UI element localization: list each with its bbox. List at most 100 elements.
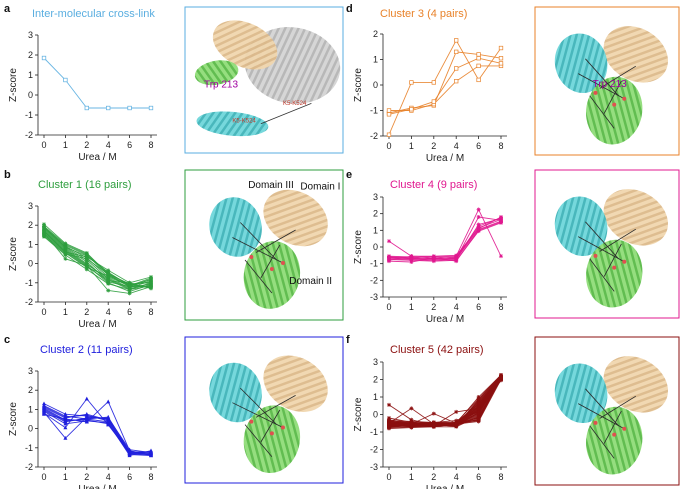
data-point: [387, 255, 391, 259]
data-point: [63, 250, 68, 255]
chart-title: Cluster 3 (4 pairs): [380, 8, 467, 20]
lysine-marker: [249, 255, 254, 259]
y-tick-label: 1: [373, 55, 378, 65]
crosslink-line: [599, 228, 637, 252]
x-tick-label: 6: [476, 302, 481, 312]
series-line: [43, 228, 152, 290]
data-point: [127, 283, 132, 288]
structure-label: Domain II: [289, 276, 332, 287]
lysine-marker: [612, 265, 617, 270]
series-line: [43, 409, 152, 454]
lysine-marker: [612, 432, 617, 437]
y-tick-label: -2: [370, 445, 378, 455]
data-point: [499, 254, 503, 259]
structure-image-f: [534, 336, 680, 486]
y-axis-label: Z-score: [353, 230, 364, 264]
data-point: [498, 56, 504, 61]
data-point: [387, 402, 391, 407]
y-tick-label: -3: [370, 462, 378, 472]
panel-d: -2 -1 0 1 2 0 1 2 4 6 8 Urea / M Z-score d Cluster 3 (…: [346, 3, 680, 164]
y-tick-label: 2: [373, 375, 378, 385]
crosslink-line: [585, 388, 619, 427]
data-point: [454, 66, 459, 71]
data-point: [127, 287, 132, 292]
green-domain: [586, 76, 643, 145]
y-tick-label: -1: [25, 443, 33, 453]
data-point: [127, 291, 132, 296]
data-point: [499, 215, 503, 219]
data-point: [476, 52, 481, 57]
crosslink-line: [603, 243, 622, 277]
series-line: [43, 405, 152, 455]
data-point: [41, 55, 47, 61]
data-point: [127, 453, 132, 458]
series-line: [388, 216, 502, 261]
y-tick-label: 1: [373, 225, 378, 235]
data-point: [476, 63, 481, 69]
y-tick-label: -3: [370, 292, 378, 302]
data-point: [476, 401, 481, 406]
data-point: [106, 288, 111, 293]
data-point: [149, 450, 153, 455]
panel-b: -2 -1 0 1 2 3 0 1 2 4 6 8 Urea / M Z-score b Cluster 1 …: [4, 169, 344, 330]
panel-f: -3 -2 -1 0 1 2 3 0 1 2 4 6 8 Urea / M Z-score f Cluster …: [346, 334, 680, 489]
panel-letter-e: e: [346, 169, 352, 181]
y-tick-label: 1: [28, 404, 33, 414]
data-point: [454, 49, 459, 54]
data-point: [106, 414, 111, 419]
crosslink-line: [589, 425, 615, 459]
data-point: [409, 417, 414, 422]
lysine-marker: [269, 431, 274, 436]
crosslink-line: [244, 424, 273, 457]
x-tick-label: 1: [409, 302, 414, 312]
structure-label: Domain I: [300, 182, 340, 193]
crosslink-line: [578, 73, 625, 100]
data-point: [454, 256, 459, 261]
y-tick-label: -1: [370, 427, 378, 437]
data-point: [84, 414, 89, 419]
crosslink-line: [603, 80, 622, 114]
crosslink-line: [589, 95, 615, 129]
data-point: [476, 222, 481, 227]
lysine-marker: [249, 419, 254, 424]
panel-letter-a: a: [4, 3, 11, 15]
data-point: [106, 416, 111, 421]
series-line: [43, 398, 152, 455]
structure-label: K5-K524: [232, 118, 256, 124]
panel-a: -2 -1 0 1 2 3 0 1 2 4 6 8 Urea / M Z-score a Inter-mole…: [4, 3, 344, 163]
crosslink-line: [240, 387, 277, 425]
data-point: [454, 38, 459, 43]
x-tick-label: 1: [63, 472, 68, 482]
y-tick-label: -2: [370, 131, 378, 141]
tan-domain: [603, 356, 668, 413]
green-domain: [243, 241, 301, 309]
cyan-domain: [554, 363, 608, 423]
x-tick-label: 6: [476, 141, 481, 151]
y-tick-label: -1: [370, 106, 378, 116]
structure-image-b: Domain III Domain I Domain II: [184, 169, 344, 321]
data-point: [386, 112, 392, 117]
data-point: [454, 259, 459, 264]
chart-title: Inter-molecular cross-link: [32, 8, 155, 20]
data-point: [476, 215, 481, 219]
data-point: [84, 253, 89, 258]
data-point: [431, 99, 436, 104]
x-tick-label: 4: [454, 302, 459, 312]
data-point: [498, 61, 504, 66]
x-tick-label: 1: [409, 472, 414, 482]
y-tick-label: 0: [28, 90, 33, 100]
y-axis-label: Z-score: [353, 397, 364, 431]
data-point: [431, 80, 436, 85]
data-point: [476, 207, 481, 212]
data-point: [149, 453, 153, 458]
data-point: [386, 132, 392, 137]
y-tick-label: 3: [28, 366, 33, 376]
structure-label: Trp 213: [593, 79, 628, 90]
cyan-domain: [554, 33, 608, 93]
data-point: [63, 412, 68, 416]
panel-letter-b: b: [4, 169, 11, 181]
data-point: [84, 412, 89, 417]
data-point: [106, 278, 111, 283]
x-tick-label: 8: [498, 472, 503, 482]
y-tick-label: 3: [28, 30, 33, 40]
